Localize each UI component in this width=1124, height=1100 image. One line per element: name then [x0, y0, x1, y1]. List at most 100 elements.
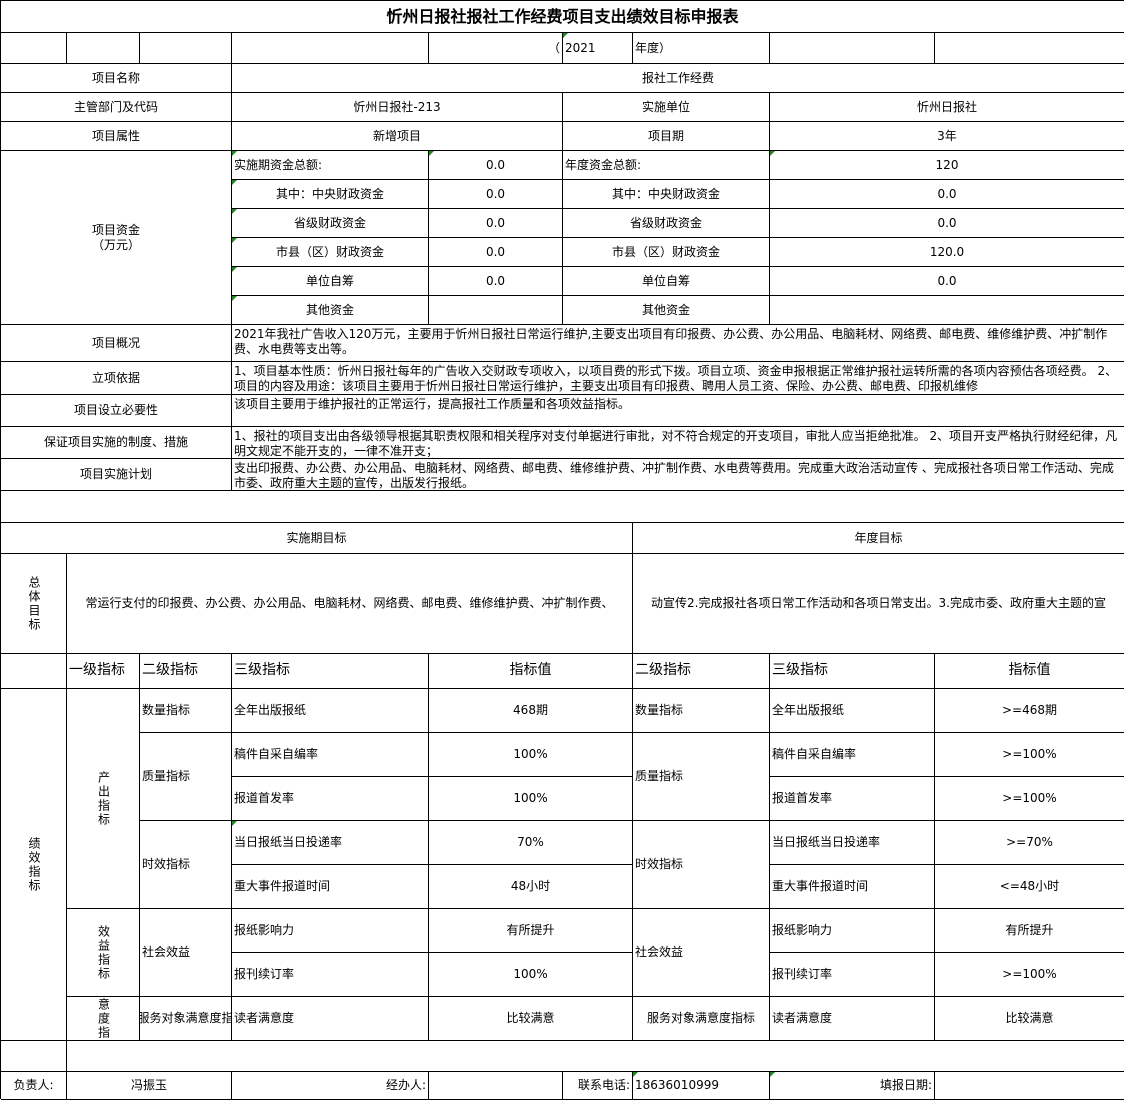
- fund-label[interactable]: 单位自筹: [232, 267, 429, 296]
- annual-fund-value[interactable]: 120.0: [770, 238, 1124, 267]
- level3-indicator[interactable]: 全年出版报纸: [232, 689, 429, 733]
- attr-value[interactable]: 新增项目: [232, 122, 563, 151]
- owner-value[interactable]: 冯振玉: [67, 1072, 232, 1100]
- annual-fund-value[interactable]: 120: [770, 151, 1124, 180]
- indicator-value[interactable]: 70%: [429, 821, 633, 865]
- indicator-value-annual[interactable]: >=100%: [935, 733, 1124, 777]
- level2-timeliness[interactable]: 时效指标: [140, 821, 232, 909]
- level2-quality[interactable]: 质量指标: [140, 733, 232, 821]
- indicator-value-annual[interactable]: >=70%: [935, 821, 1124, 865]
- level2-social-annual[interactable]: 社会效益: [633, 909, 770, 997]
- blank-cell[interactable]: [935, 33, 1124, 64]
- year-open[interactable]: （: [429, 33, 563, 64]
- level3-indicator-annual[interactable]: 报纸影响力: [770, 909, 935, 953]
- annual-fund-label[interactable]: 省级财政资金: [563, 209, 770, 238]
- blank-cell[interactable]: [770, 33, 935, 64]
- fund-value[interactable]: [429, 296, 563, 325]
- indicator-value[interactable]: 有所提升: [429, 909, 633, 953]
- indicator-value-annual[interactable]: >=100%: [935, 777, 1124, 821]
- funds-label[interactable]: 项目资金 （万元）: [1, 151, 232, 325]
- blank-cell[interactable]: [67, 33, 140, 64]
- blank-cell[interactable]: [140, 33, 232, 64]
- level2-service-annual[interactable]: 服务对象满意度指标: [633, 997, 770, 1041]
- level2-social[interactable]: 社会效益: [140, 909, 232, 997]
- annual-fund-value[interactable]: [770, 296, 1124, 325]
- owner-label[interactable]: 负责人:: [1, 1072, 67, 1100]
- level3-indicator-annual[interactable]: 当日报纸当日投递率: [770, 821, 935, 865]
- annual-fund-label[interactable]: 市县（区）财政资金: [563, 238, 770, 267]
- fund-value[interactable]: 0.0: [429, 209, 563, 238]
- level3-indicator[interactable]: 报刊续订率: [232, 953, 429, 997]
- basis-label[interactable]: 立项依据: [1, 362, 232, 395]
- indicator-value[interactable]: 100%: [429, 953, 633, 997]
- level3-indicator-annual[interactable]: 报道首发率: [770, 777, 935, 821]
- perf-indicator-label[interactable]: 绩效指标: [1, 689, 67, 1041]
- indicator-value-annual[interactable]: <=48小时: [935, 865, 1124, 909]
- necessity-label[interactable]: 项目设立必要性: [1, 395, 232, 427]
- fund-value[interactable]: 0.0: [429, 267, 563, 296]
- level3-indicator[interactable]: 报道首发率: [232, 777, 429, 821]
- handler-value[interactable]: [429, 1072, 563, 1100]
- fund-value[interactable]: 0.0: [429, 238, 563, 267]
- fund-label[interactable]: 其他资金: [232, 296, 429, 325]
- annual-fund-label[interactable]: 其他资金: [563, 296, 770, 325]
- dept-value[interactable]: 忻州日报社-213: [232, 93, 563, 122]
- header-level1[interactable]: 一级指标: [67, 654, 140, 689]
- phone-label[interactable]: 联系电话:: [563, 1072, 633, 1100]
- indicator-value-annual[interactable]: 有所提升: [935, 909, 1124, 953]
- level2-service[interactable]: 服务对象满意度指: [140, 997, 232, 1041]
- overview-label[interactable]: 项目概况: [1, 325, 232, 362]
- period-label[interactable]: 项目期: [563, 122, 770, 151]
- level3-indicator[interactable]: 读者满意度: [232, 997, 429, 1041]
- header-level3-annual[interactable]: 三级指标: [770, 654, 935, 689]
- blank-cell[interactable]: [67, 1041, 1124, 1072]
- header-value-annual[interactable]: 指标值: [935, 654, 1124, 689]
- blank-cell[interactable]: [232, 33, 429, 64]
- plan-text[interactable]: 支出印报费、办公费、办公用品、电脑耗材、网络费、邮电费、维修维护费、冲扩制作费、…: [232, 459, 1124, 491]
- annual-goal-text[interactable]: 动宣传2.完成报社各项日常工作活动和各项日常支出。3.完成市委、政府重大主题的宣: [633, 554, 1124, 654]
- level1-benefit[interactable]: 效益指标: [67, 909, 140, 997]
- level2-quality-annual[interactable]: 质量指标: [633, 733, 770, 821]
- plan-label[interactable]: 项目实施计划: [1, 459, 232, 491]
- level2-timeliness-annual[interactable]: 时效指标: [633, 821, 770, 909]
- fund-label[interactable]: 省级财政资金: [232, 209, 429, 238]
- period-goal-text[interactable]: 常运行支付的印报费、办公费、办公用品、电脑耗材、网络费、邮电费、维修维护费、冲扩…: [67, 554, 633, 654]
- level1-output[interactable]: 产出指标: [67, 689, 140, 909]
- indicator-value[interactable]: 100%: [429, 777, 633, 821]
- phone-value[interactable]: 18636010999: [633, 1072, 770, 1100]
- fund-value[interactable]: 0.0: [429, 180, 563, 209]
- indicator-value-annual[interactable]: >=100%: [935, 953, 1124, 997]
- project-name-value[interactable]: 报社工作经费: [232, 64, 1124, 93]
- overall-goal-label[interactable]: 总体目标: [1, 554, 67, 654]
- fund-label[interactable]: 其中：中央财政资金: [232, 180, 429, 209]
- level3-indicator[interactable]: 稿件自采自编率: [232, 733, 429, 777]
- blank-cell[interactable]: [1, 654, 67, 689]
- unit-label[interactable]: 实施单位: [563, 93, 770, 122]
- level3-indicator-annual[interactable]: 稿件自采自编率: [770, 733, 935, 777]
- fund-label[interactable]: 市县（区）财政资金: [232, 238, 429, 267]
- level3-indicator-annual[interactable]: 读者满意度: [770, 997, 935, 1041]
- annual-fund-value[interactable]: 0.0: [770, 267, 1124, 296]
- indicator-value-annual[interactable]: 比较满意: [935, 997, 1124, 1041]
- date-value[interactable]: [935, 1072, 1124, 1100]
- level1-satisfaction[interactable]: 意度指: [67, 997, 140, 1041]
- annual-fund-value[interactable]: 0.0: [770, 180, 1124, 209]
- indicator-value[interactable]: 468期: [429, 689, 633, 733]
- blank-cell[interactable]: [1, 1041, 67, 1072]
- level3-indicator[interactable]: 重大事件报道时间: [232, 865, 429, 909]
- indicator-value-annual[interactable]: >=468期: [935, 689, 1124, 733]
- basis-text[interactable]: 1、项目基本性质：忻州日报社每年的广告收入交财政专项收入，以项目费的形式下拨。项…: [232, 362, 1124, 395]
- header-value[interactable]: 指标值: [429, 654, 633, 689]
- measures-text[interactable]: 1、报社的项目支出由各级领导根据其职责权限和相关程序对支付单据进行审批，对不符合…: [232, 427, 1124, 459]
- level3-indicator[interactable]: 报纸影响力: [232, 909, 429, 953]
- indicator-value[interactable]: 48小时: [429, 865, 633, 909]
- annual-fund-label[interactable]: 其中：中央财政资金: [563, 180, 770, 209]
- annual-fund-label[interactable]: 单位自筹: [563, 267, 770, 296]
- sheet-title[interactable]: 忻州日报社报社工作经费项目支出绩效目标申报表: [1, 1, 1124, 33]
- fund-value[interactable]: 0.0: [429, 151, 563, 180]
- measures-label[interactable]: 保证项目实施的制度、措施: [1, 427, 232, 459]
- level3-indicator-annual[interactable]: 全年出版报纸: [770, 689, 935, 733]
- indicator-value[interactable]: 100%: [429, 733, 633, 777]
- level2-quantity[interactable]: 数量指标: [140, 689, 232, 733]
- year-value[interactable]: 2021: [563, 33, 633, 64]
